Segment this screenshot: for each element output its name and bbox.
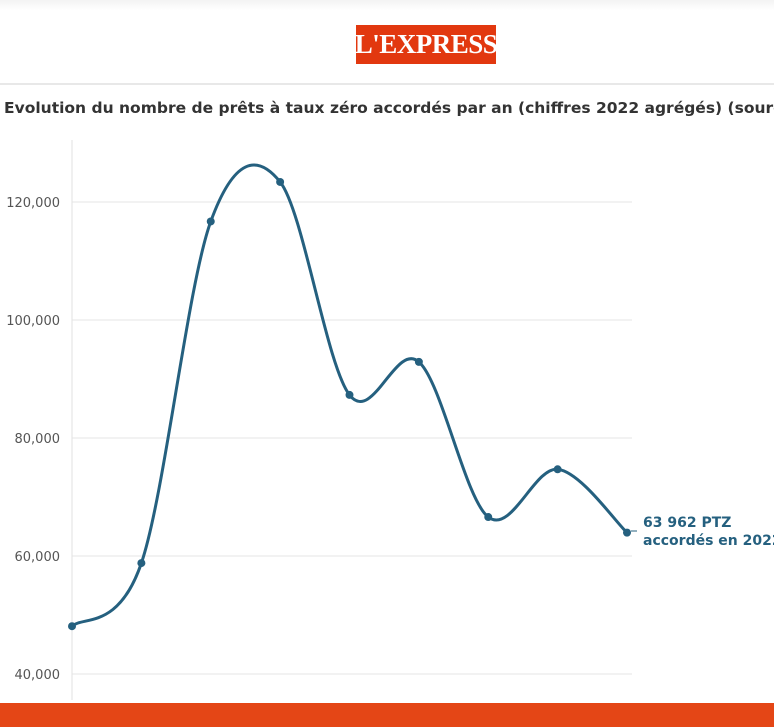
header-divider bbox=[0, 83, 774, 85]
data-point[interactable] bbox=[623, 528, 631, 537]
data-point[interactable] bbox=[276, 177, 285, 186]
series-line bbox=[70, 163, 629, 628]
annotation-line-2: accordés en 2022 bbox=[643, 533, 774, 549]
y-tick-label: 100,000 bbox=[6, 314, 60, 329]
y-tick-labels: 40,000 60,000 80,000 100,000 120,000 bbox=[6, 196, 60, 683]
data-point[interactable] bbox=[68, 622, 76, 631]
data-point[interactable] bbox=[414, 357, 423, 366]
data-point[interactable] bbox=[345, 390, 354, 399]
data-point[interactable] bbox=[206, 217, 215, 226]
top-stripe bbox=[0, 0, 774, 10]
y-tick-label: 120,000 bbox=[6, 196, 60, 211]
data-points bbox=[68, 177, 631, 631]
lexpress-logo[interactable]: L'EXPRESS bbox=[355, 25, 498, 64]
annotation-line-1: 63 962 PTZ bbox=[643, 515, 731, 531]
data-point[interactable] bbox=[553, 465, 562, 474]
chart-title: Evolution du nombre de prêts à taux zéro… bbox=[4, 99, 774, 117]
annotation: 63 962 PTZ accordés en 2022 bbox=[631, 515, 774, 549]
y-tick-label: 80,000 bbox=[15, 432, 61, 447]
data-point[interactable] bbox=[137, 559, 146, 568]
y-tick-label: 60,000 bbox=[15, 550, 61, 565]
grid-lines bbox=[72, 201, 632, 675]
data-point[interactable] bbox=[484, 513, 493, 522]
y-tick-label: 40,000 bbox=[15, 668, 61, 683]
footer-accent-bar bbox=[0, 703, 774, 727]
